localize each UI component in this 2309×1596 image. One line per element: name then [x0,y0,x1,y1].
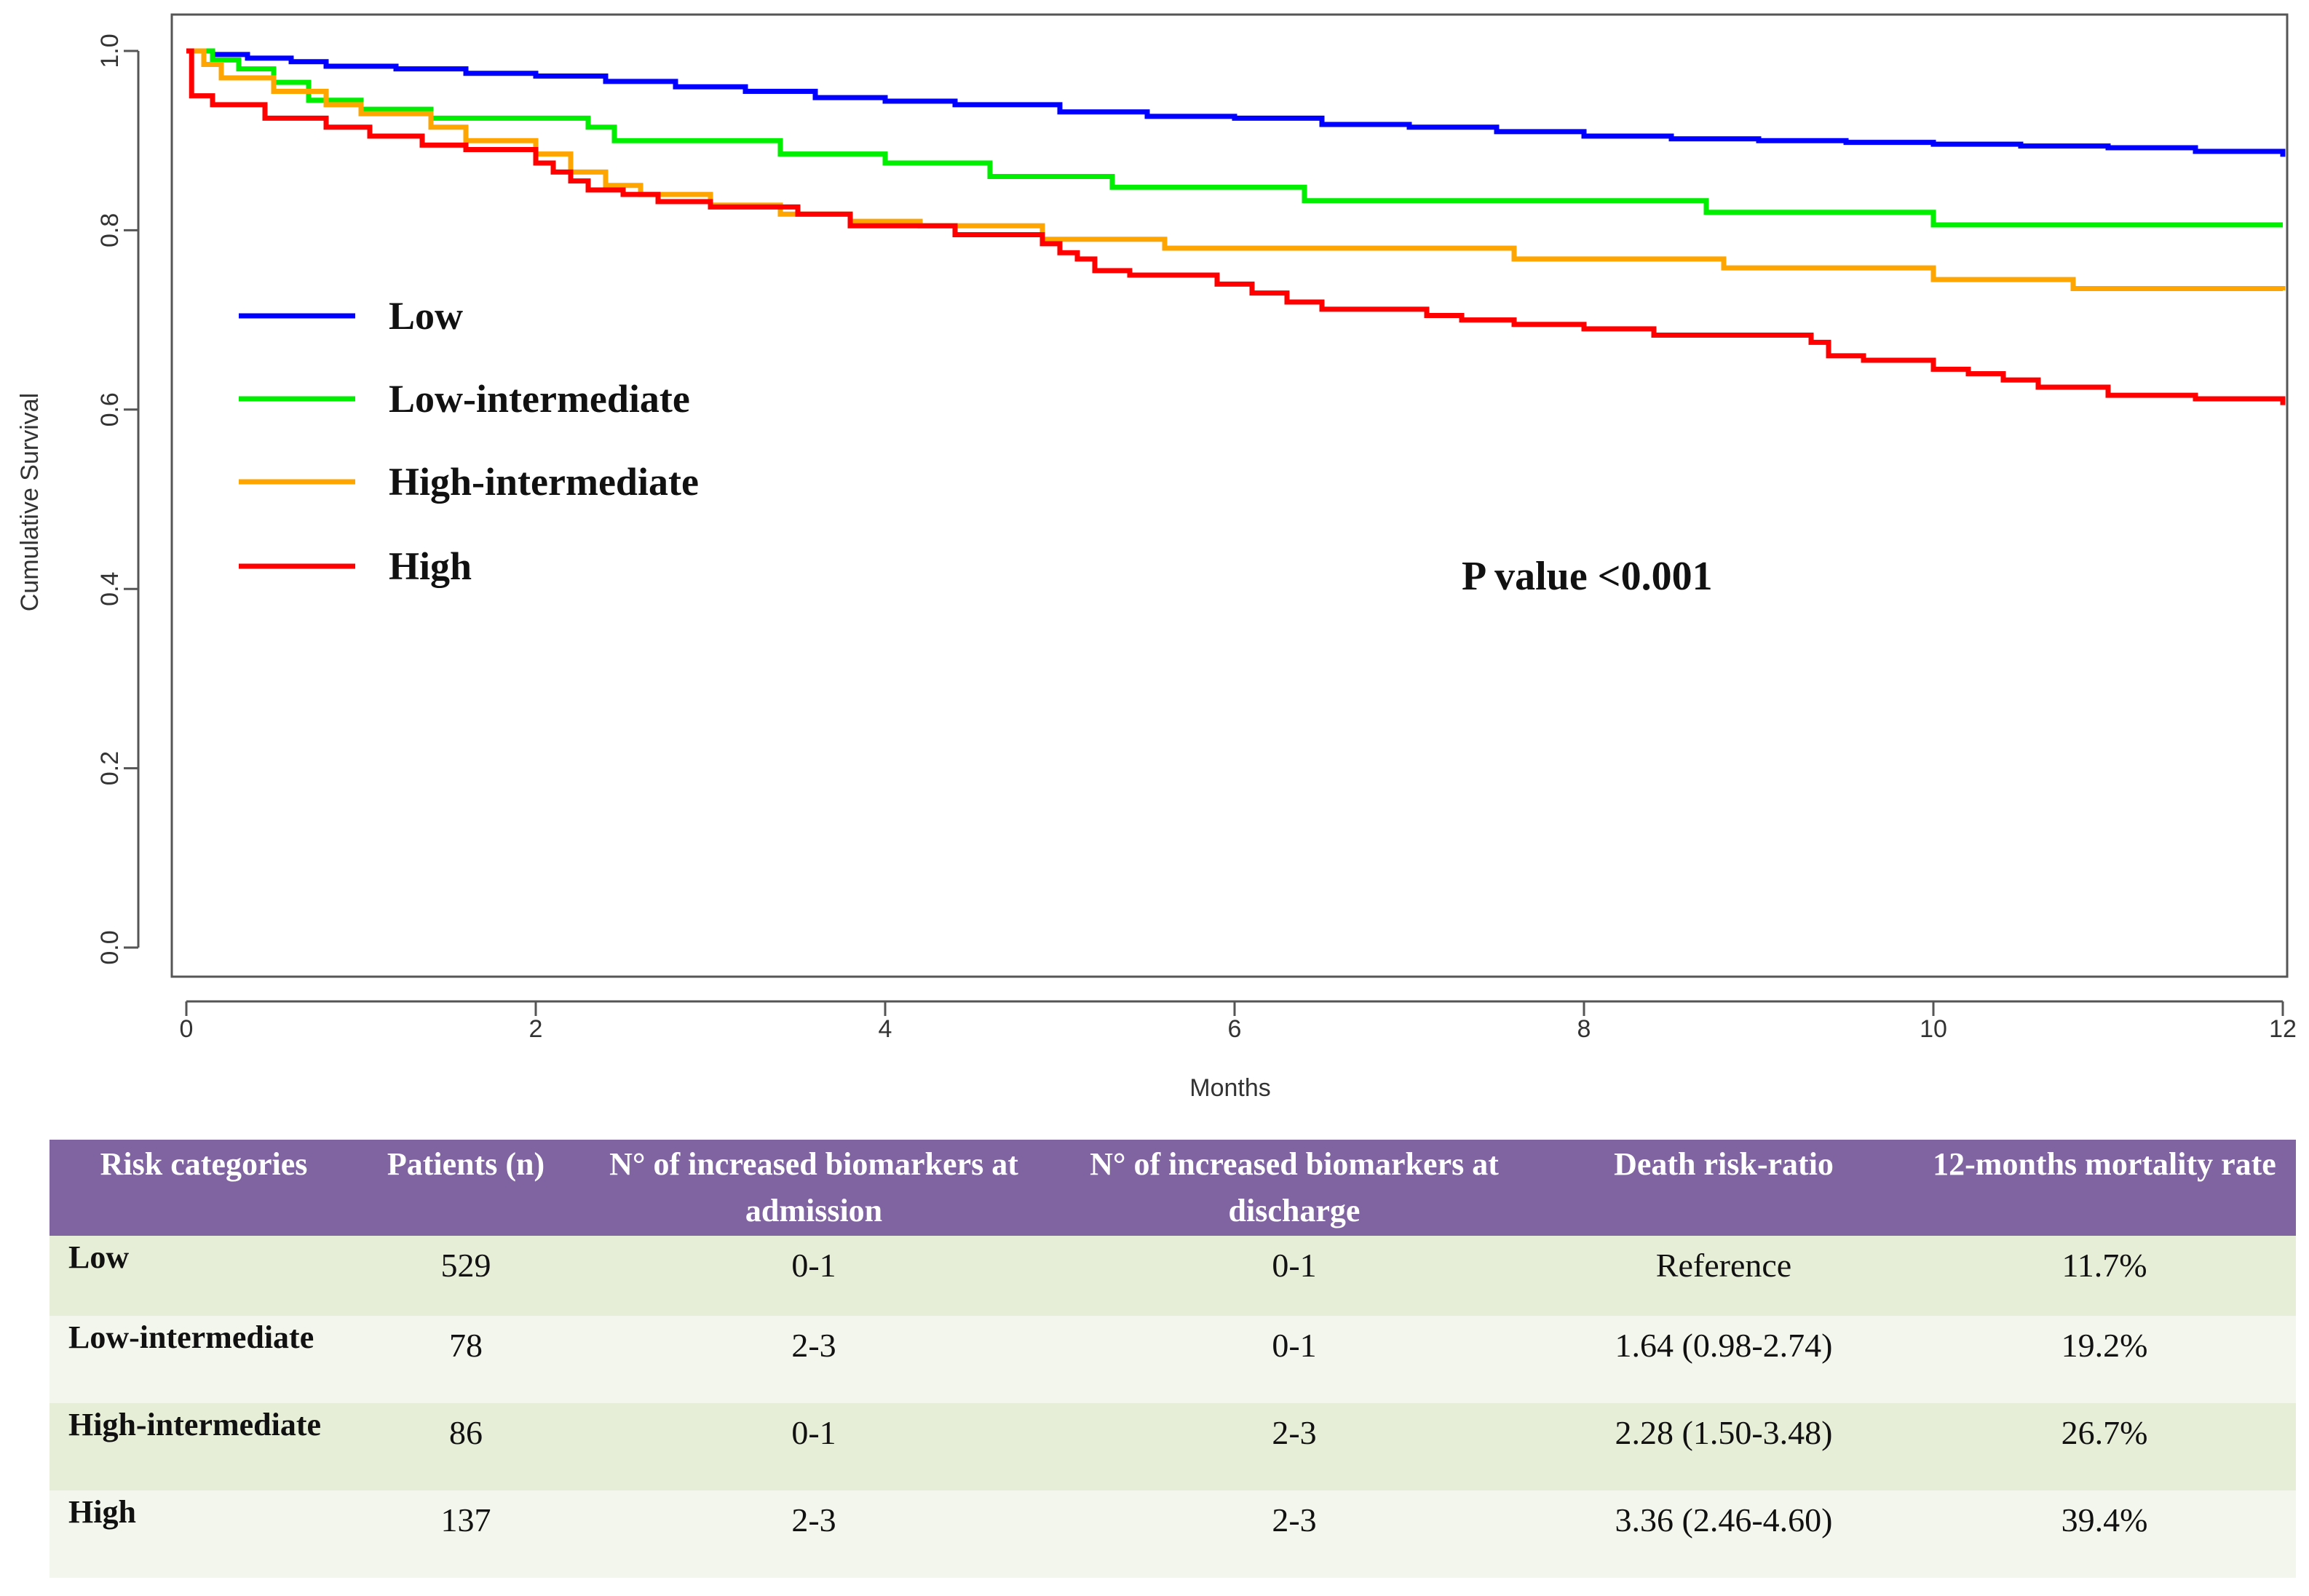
cell-category: Low-intermediate [49,1316,358,1403]
header-biomarkers-discharge: N° of increased biomarkers at discharge [1054,1140,1534,1236]
cell-admission: 2-3 [574,1490,1054,1578]
x-tick-label: 4 [879,1015,892,1043]
survival-chart: 0 2 4 6 8 10 12 0.0 0.2 0.4 0.6 0.8 1.0 Low Low-inter… [16,13,2297,1102]
y-axis-label: Cumulative Survival [16,393,44,611]
legend-label: Low [389,294,463,338]
cell-patients: 137 [358,1490,574,1578]
plot-frame [170,13,2289,978]
cell-mortality: 19.2% [1913,1316,2296,1403]
x-tick-label: 0 [180,1015,194,1043]
header-patients: Patients (n) [358,1140,574,1236]
x-tick-label: 6 [1228,1015,1242,1043]
cell-discharge: 2-3 [1054,1403,1534,1490]
x-axis-label: Months [1189,1074,1271,1102]
cell-discharge: 2-3 [1054,1490,1534,1578]
cell-admission: 2-3 [574,1316,1054,1403]
axes: 0 2 4 6 8 10 12 0.0 0.2 0.4 0.6 0.8 1.0 [96,33,2297,1043]
series-line-low [186,48,2286,157]
cell-patients: 86 [358,1403,574,1490]
table-header-row: Risk categories Patients (n) N° of incre… [49,1140,2296,1236]
cell-risk-ratio: 2.28 (1.50-3.48) [1534,1403,1913,1490]
cell-discharge: 0-1 [1054,1316,1534,1403]
cell-mortality: 11.7% [1913,1236,2296,1316]
y-tick-label: 0.8 [96,213,124,247]
cell-risk-ratio: Reference [1534,1236,1913,1316]
table-row: Low 529 0-1 0-1 Reference 11.7% [49,1236,2296,1316]
table-row: High-intermediate 86 0-1 2-3 2.28 (1.50-… [49,1403,2296,1490]
cell-patients: 529 [358,1236,574,1316]
series-line-high [186,48,2286,405]
header-mortality-rate: 12-months mortality rate [1913,1140,2296,1236]
series-lines [186,48,2286,405]
cell-patients: 78 [358,1316,574,1403]
cell-mortality: 26.7% [1913,1403,2296,1490]
cell-admission: 0-1 [574,1403,1054,1490]
x-tick-label: 10 [1920,1015,1947,1043]
y-tick-label: 0.0 [96,930,124,964]
cell-category: High [49,1490,358,1578]
table-row: Low-intermediate 78 2-3 0-1 1.64 (0.98-2… [49,1316,2296,1403]
legend: Low Low-intermediate High-intermediate High [239,294,699,588]
series-line-low-intermediate [186,48,2283,228]
table-row: High 137 2-3 2-3 3.36 (2.46-4.60) 39.4% [49,1490,2296,1578]
cell-risk-ratio: 1.64 (0.98-2.74) [1534,1316,1913,1403]
y-tick-label: 0.4 [96,572,124,606]
header-biomarkers-admission: N° of increased biomarkers at admission [574,1140,1054,1236]
cell-risk-ratio: 3.36 (2.46-4.60) [1534,1490,1913,1578]
header-risk-categories: Risk categories [49,1140,358,1236]
legend-label: Low-intermediate [389,377,690,421]
x-tick-label: 8 [1577,1015,1591,1043]
legend-label: High [389,544,472,588]
legend-label: High-intermediate [389,460,699,504]
y-tick-label: 1.0 [96,33,124,68]
cell-mortality: 39.4% [1913,1490,2296,1578]
p-value-annotation: P value <0.001 [1462,554,1713,599]
header-death-risk-ratio: Death risk-ratio [1534,1140,1913,1236]
cell-category: High-intermediate [49,1403,358,1490]
cell-discharge: 0-1 [1054,1236,1534,1316]
risk-table: Risk categories Patients (n) N° of incre… [49,1140,2296,1578]
cell-category: Low [49,1236,358,1316]
y-tick-label: 0.6 [96,392,124,426]
series-line-high-intermediate [186,48,2286,291]
x-tick-label: 2 [529,1015,543,1043]
y-tick-label: 0.2 [96,751,124,785]
cell-admission: 0-1 [574,1236,1054,1316]
x-tick-label: 12 [2269,1015,2297,1043]
